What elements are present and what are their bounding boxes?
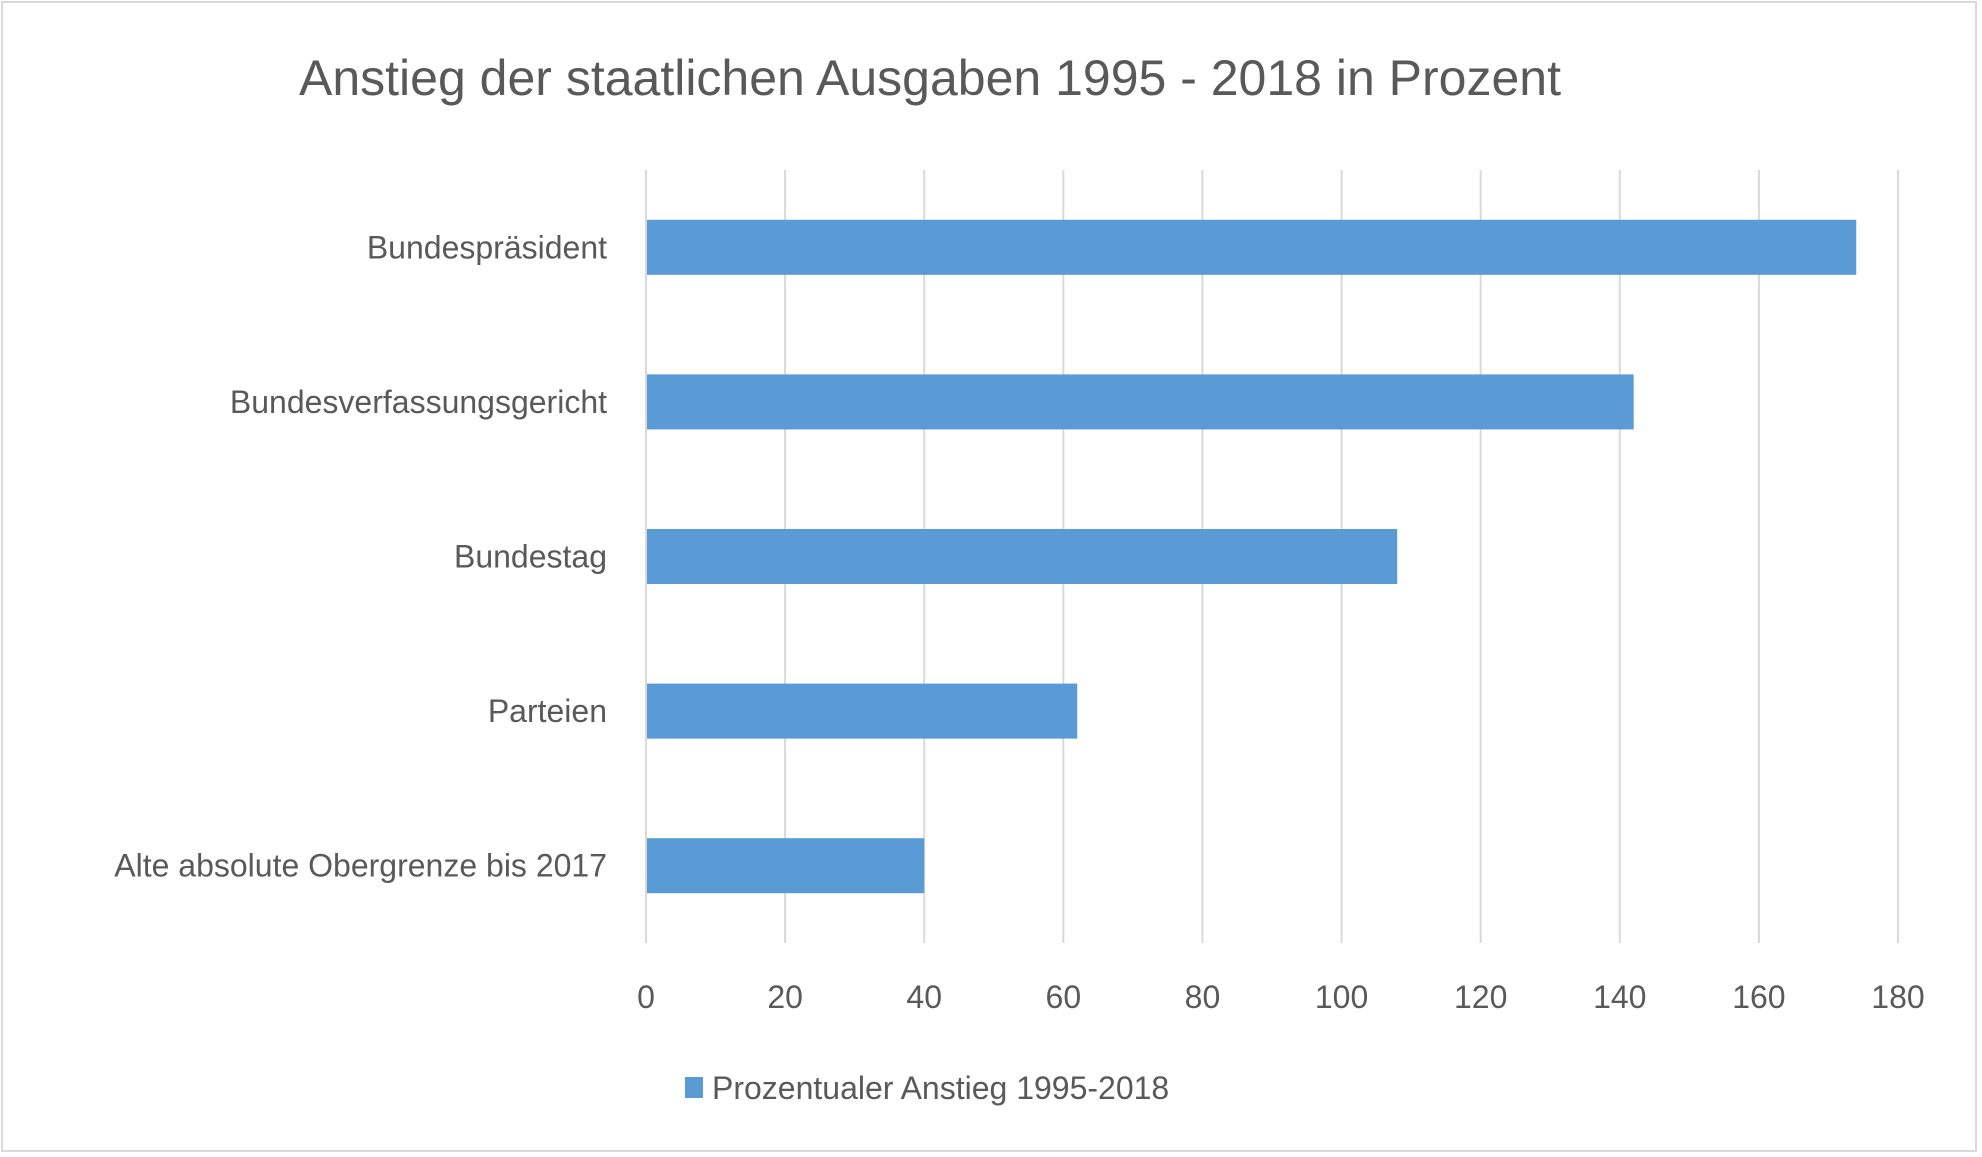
x-tick-label: 100 (1315, 979, 1368, 1015)
x-tick-label: 40 (906, 979, 942, 1015)
x-tick-labels: 0 20 40 60 80 100 120 140 160 180 (637, 979, 1925, 1015)
bar (647, 838, 925, 894)
category-labels: Bundespräsident Bundesverfassungsgericht B… (114, 229, 607, 883)
x-tick-label: 0 (637, 979, 655, 1015)
x-tick-label: 180 (1871, 979, 1924, 1015)
x-tick-label: 120 (1454, 979, 1507, 1015)
x-tick-label: 140 (1593, 979, 1646, 1015)
legend-swatch (685, 1077, 703, 1098)
category-label: Bundestag (454, 539, 607, 575)
bar (647, 683, 1078, 739)
category-label: Bundesverfassungsgericht (230, 384, 607, 420)
bar (647, 529, 1398, 584)
legend-label: Prozentualer Anstieg 1995-2018 (712, 1070, 1169, 1106)
bar (647, 374, 1634, 430)
category-label: Parteien (488, 693, 607, 729)
x-tick-label: 60 (1046, 979, 1082, 1015)
legend: Prozentualer Anstieg 1995-2018 (685, 1070, 1169, 1106)
x-tick-label: 20 (767, 979, 803, 1015)
bars (647, 219, 1857, 894)
gridlines (645, 170, 1899, 943)
x-tick-label: 80 (1185, 979, 1221, 1015)
category-label: Bundespräsident (367, 229, 607, 265)
bar (647, 219, 1857, 275)
category-label: Alte absolute Obergrenze bis 2017 (114, 848, 607, 884)
x-tick-label: 160 (1732, 979, 1785, 1015)
chart-title: Anstieg der staatlichen Ausgaben 1995 - … (299, 50, 1561, 106)
